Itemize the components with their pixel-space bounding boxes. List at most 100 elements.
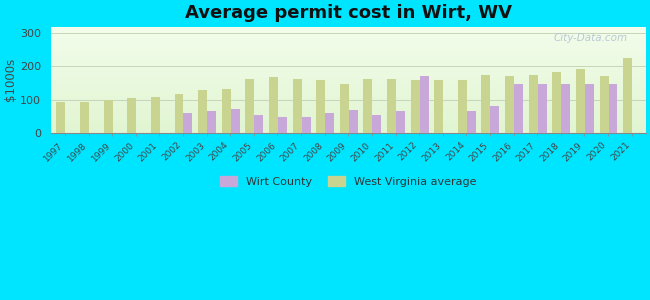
Bar	[49, 34, 648, 35]
Bar	[49, 56, 648, 57]
Bar	[599, 76, 608, 133]
Bar	[49, 70, 648, 71]
Bar	[49, 88, 648, 89]
Bar	[623, 58, 632, 133]
Bar	[528, 75, 538, 133]
Bar	[49, 55, 648, 56]
Bar	[49, 67, 648, 68]
Bar	[49, 74, 648, 75]
Bar	[49, 108, 648, 110]
Bar	[576, 69, 585, 133]
Bar	[49, 100, 648, 101]
Bar	[49, 104, 648, 105]
Bar	[49, 48, 648, 49]
Bar	[49, 125, 648, 126]
Bar	[49, 118, 648, 119]
Bar	[49, 31, 648, 32]
Title: Average permit cost in Wirt, WV: Average permit cost in Wirt, WV	[185, 4, 512, 22]
Bar	[49, 57, 648, 59]
Bar	[349, 110, 358, 133]
Bar	[198, 90, 207, 133]
Bar	[49, 119, 648, 120]
Bar	[49, 45, 648, 46]
Bar	[49, 36, 648, 37]
Bar	[49, 105, 648, 106]
Y-axis label: $1000s: $1000s	[4, 58, 17, 101]
Bar	[49, 132, 648, 133]
Bar	[254, 115, 263, 133]
Bar	[49, 86, 648, 87]
Bar	[49, 64, 648, 65]
Bar	[49, 115, 648, 116]
Bar	[49, 102, 648, 103]
Bar	[49, 122, 648, 123]
Bar	[49, 51, 648, 52]
Bar	[49, 124, 648, 125]
Bar	[420, 76, 428, 133]
Bar	[49, 76, 648, 77]
Bar	[245, 79, 254, 133]
Bar	[49, 77, 648, 79]
Bar	[49, 87, 648, 88]
Bar	[49, 61, 648, 63]
Bar	[49, 94, 648, 96]
Bar	[411, 80, 420, 133]
Text: City-Data.com: City-Data.com	[554, 33, 628, 43]
Bar	[49, 72, 648, 73]
Bar	[49, 130, 648, 131]
Bar	[49, 114, 648, 115]
Bar	[49, 116, 648, 117]
Bar	[231, 109, 240, 133]
Bar	[49, 68, 648, 69]
Bar	[49, 96, 648, 97]
Bar	[49, 46, 648, 47]
Bar	[207, 111, 216, 133]
Bar	[49, 121, 648, 122]
Bar	[538, 84, 547, 133]
Bar	[49, 126, 648, 128]
Bar	[49, 81, 648, 82]
Bar	[49, 97, 648, 98]
Bar	[467, 111, 476, 133]
Bar	[49, 32, 648, 33]
Bar	[151, 97, 160, 133]
Bar	[49, 63, 648, 64]
Bar	[49, 128, 648, 130]
Bar	[505, 76, 514, 133]
Bar	[316, 80, 325, 133]
Bar	[49, 110, 648, 112]
Bar	[49, 30, 648, 31]
Bar	[49, 44, 648, 45]
Bar	[396, 111, 405, 133]
Bar	[325, 113, 334, 133]
Bar	[49, 112, 648, 114]
Bar	[49, 37, 648, 38]
Bar	[183, 113, 192, 133]
Bar	[49, 53, 648, 54]
Bar	[49, 123, 648, 124]
Bar	[49, 59, 648, 61]
Bar	[49, 38, 648, 39]
Bar	[49, 40, 648, 41]
Bar	[585, 84, 594, 133]
Bar	[49, 106, 648, 107]
Bar	[49, 41, 648, 42]
Bar	[49, 39, 648, 40]
Bar	[608, 84, 618, 133]
Bar	[552, 72, 562, 133]
Bar	[49, 101, 648, 102]
Bar	[292, 79, 302, 133]
Bar	[49, 90, 648, 91]
Bar	[562, 84, 570, 133]
Bar	[49, 33, 648, 34]
Bar	[49, 92, 648, 94]
Bar	[80, 102, 89, 133]
Bar	[269, 77, 278, 133]
Bar	[278, 117, 287, 133]
Bar	[127, 98, 136, 133]
Bar	[49, 131, 648, 132]
Bar	[49, 80, 648, 81]
Bar	[222, 88, 231, 133]
Bar	[49, 26, 648, 28]
Bar	[49, 103, 648, 104]
